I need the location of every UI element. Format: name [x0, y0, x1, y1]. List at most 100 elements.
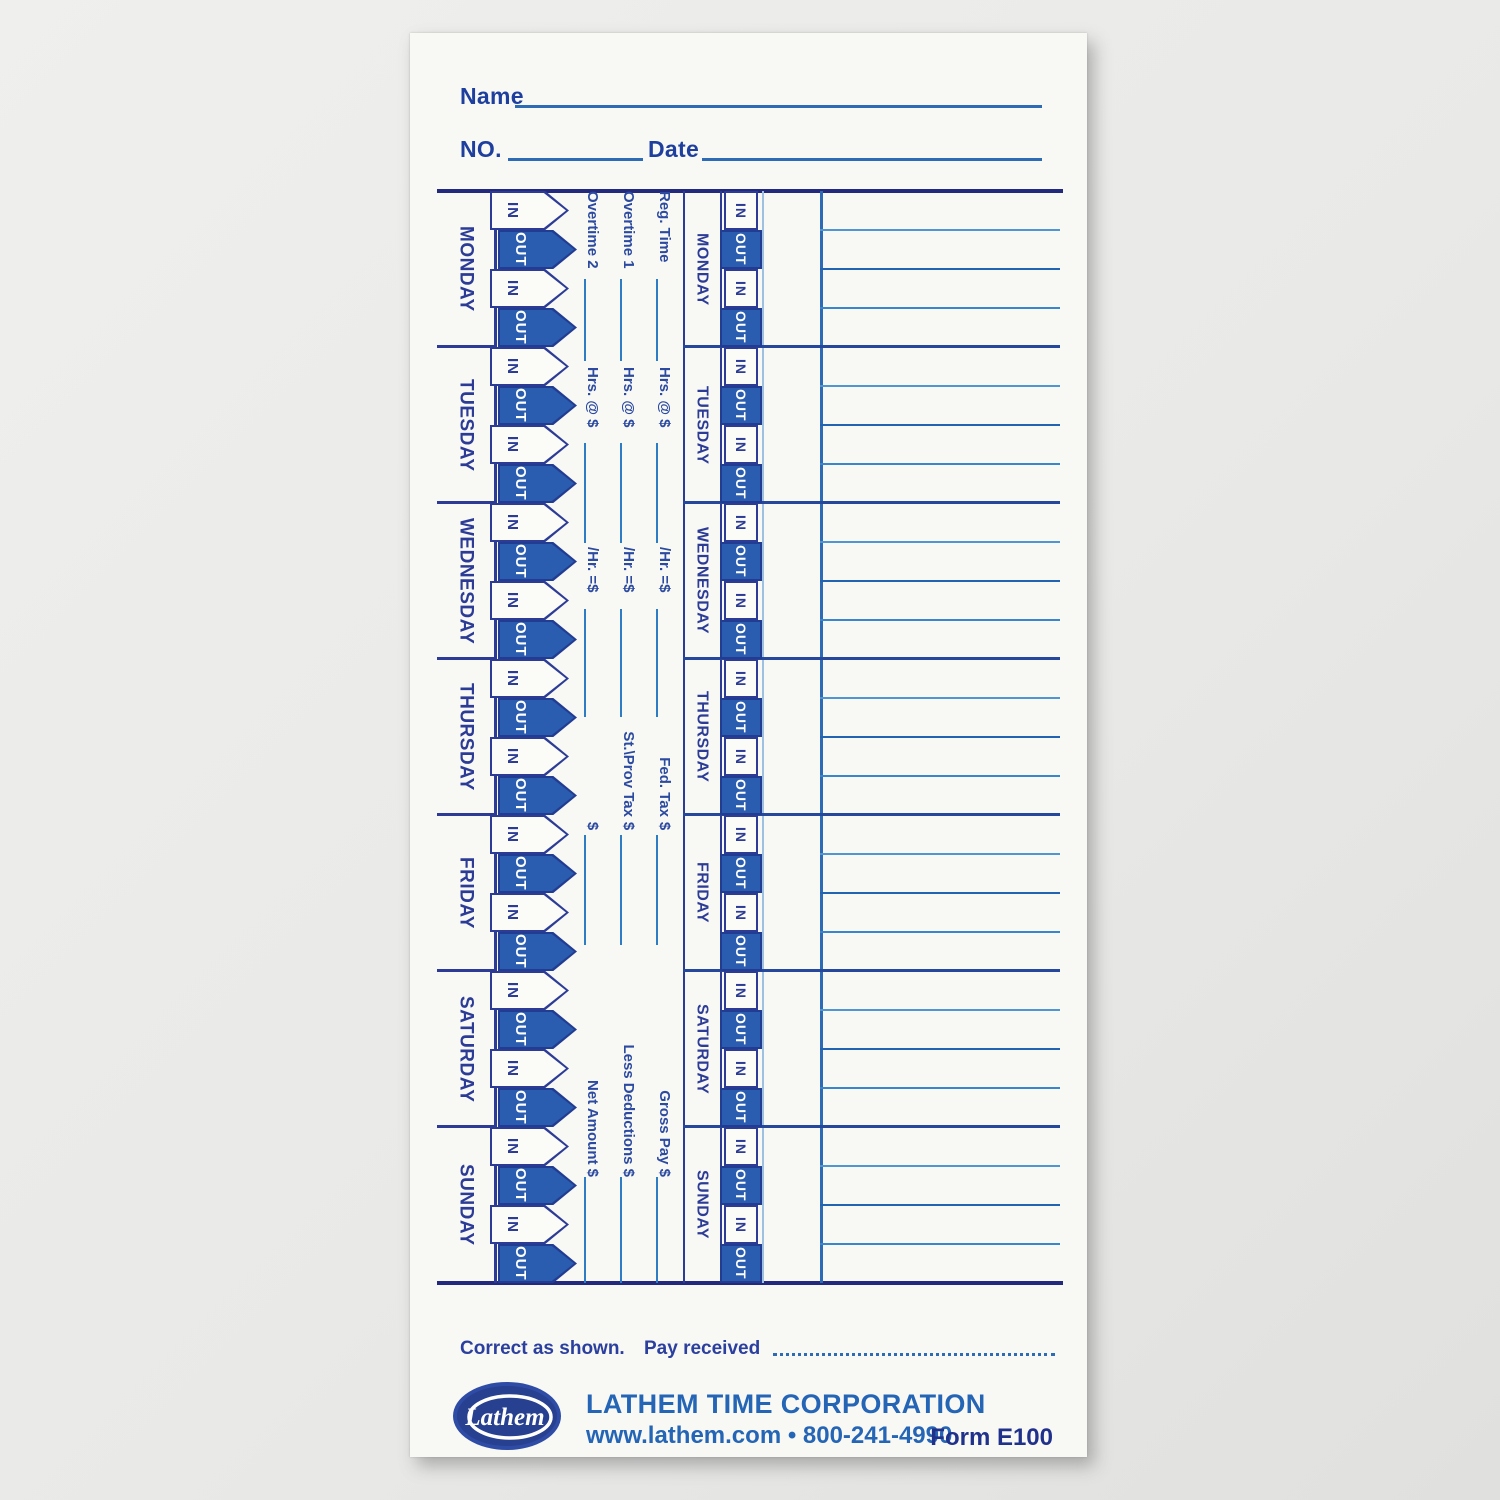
correct-as-shown-label: Correct as shown. [460, 1338, 625, 1359]
punch-cell-label: IN [504, 1138, 521, 1155]
table2-out-punch-cell: OUT [720, 464, 762, 503]
table1-in-punch-cell: IN [490, 581, 569, 620]
form-number: Form E100 [930, 1424, 1053, 1451]
writing-line [820, 424, 1060, 426]
table1-out-punch-cell: OUT [498, 698, 577, 737]
table-bottom-rule [437, 1281, 1063, 1285]
table1-day-separator [437, 969, 494, 972]
table1-out-punch-cell: OUT [498, 308, 577, 347]
table2-day-label-sunday: SUNDAY [683, 1127, 720, 1283]
table1-out-punch-cell: OUT [498, 230, 577, 269]
lathem-logo: Lathem [453, 1382, 561, 1450]
dollar-sign: $ [584, 821, 602, 831]
table1-in-punch-cell: IN [490, 269, 569, 308]
punch-cell-label: OUT [512, 778, 529, 813]
pay-received-dotted-line [773, 1339, 1055, 1356]
table1-out-punch-cell: OUT [498, 386, 577, 425]
table1-day-separator [437, 657, 494, 660]
punch-cell-label: IN [504, 280, 521, 297]
punch-cell-label: OUT [733, 311, 749, 344]
table2-day-label-friday: FRIDAY [683, 815, 720, 971]
punch-cell-label: OUT [512, 622, 529, 657]
day-label-text: FRIDAY [455, 857, 477, 929]
pay-calculation-panel: Reg. Time Hrs. @ $ /Hr. =$ Fed. Tax $ Gr… [575, 191, 683, 1283]
table1-day-label-tuesday: TUESDAY [437, 347, 494, 503]
table1-out-punch-cell: OUT [498, 1244, 577, 1283]
table2-day-label-saturday: SATURDAY [683, 971, 720, 1127]
day-label-text: MONDAY [693, 232, 711, 306]
punch-cell-label: IN [504, 1060, 521, 1077]
pay-label: Hrs. @ $ [584, 367, 602, 428]
footer-signoff: Correct as shown. Pay received [460, 1338, 760, 1360]
table1-day-separator [437, 501, 494, 504]
pay-label: Hrs. @ $ [656, 367, 674, 428]
writing-line [820, 736, 1060, 738]
pay-label: Overtime 2 [584, 191, 602, 269]
day-label-text: TUESDAY [693, 385, 711, 465]
table2-cells-right-line [762, 191, 764, 1283]
day-label-text: TUESDAY [455, 378, 477, 472]
punch-cell-label: IN [733, 436, 749, 453]
table2-in-punch-cell: IN [724, 971, 758, 1010]
day-label-text: THURSDAY [455, 683, 477, 791]
table2-in-punch-cell: IN [724, 425, 758, 464]
name-fill-line [515, 105, 1042, 108]
table1-in-punch-cell: IN [490, 503, 569, 542]
table1-day-label-sunday: SUNDAY [437, 1127, 494, 1283]
pay-label: Overtime 1 [620, 191, 638, 269]
pay-row-overtime1: Overtime 1 Hrs. @ $ /Hr. =$ St.\Prov Tax… [611, 191, 647, 1283]
day-label-text: FRIDAY [693, 862, 711, 924]
name-label: Name [460, 83, 524, 109]
table2-in-punch-cell: IN [724, 815, 758, 854]
punch-cell-label: IN [504, 514, 521, 531]
table1-in-punch-cell: IN [490, 815, 569, 854]
punch-cell-label: IN [733, 280, 749, 297]
punch-cell-label: OUT [512, 1012, 529, 1047]
punch-cell-label: OUT [512, 544, 529, 579]
writing-line [820, 1204, 1060, 1206]
punch-cell-label: OUT [512, 700, 529, 735]
punch-cell-label: IN [733, 1216, 749, 1233]
fill-in-line [620, 1177, 622, 1283]
table2-day-label-wednesday: WEDNESDAY [683, 503, 720, 659]
fill-in-line [620, 279, 622, 361]
table2-out-punch-cell: OUT [720, 1166, 762, 1205]
table1-out-punch-cell: OUT [498, 854, 577, 893]
table1-in-punch-cell: IN [490, 1049, 569, 1088]
punch-cell-label: IN [504, 826, 521, 843]
punch-cell-label: OUT [512, 232, 529, 267]
table2-out-punch-cell: OUT [720, 1088, 762, 1127]
punch-cell-label: OUT [733, 233, 749, 266]
table2-left-line [683, 191, 685, 1283]
dollar-sign: $ [656, 821, 674, 831]
writing-line [820, 1243, 1060, 1245]
table1-day-label-wednesday: WEDNESDAY [437, 503, 494, 659]
writing-line [820, 775, 1060, 777]
table1-in-punch-cell: IN [490, 659, 569, 698]
table2-in-punch-cell: IN [724, 737, 758, 776]
table2-out-punch-cell: OUT [720, 386, 762, 425]
number-label: NO. [460, 136, 502, 162]
writing-line [820, 580, 1060, 582]
table2-day-separator [683, 969, 1060, 972]
table2-out-punch-cell: OUT [720, 542, 762, 581]
fill-in-line [584, 609, 586, 717]
day-label-text: SUNDAY [693, 1170, 711, 1240]
table2-day-label-thursday: THURSDAY [683, 659, 720, 815]
logo-text: Lathem [464, 1404, 544, 1431]
table1-out-punch-cell: OUT [498, 1010, 577, 1049]
fill-in-line [584, 443, 586, 543]
fill-in-line [656, 835, 658, 945]
table2-out-punch-cell: OUT [720, 620, 762, 659]
table2-divider-line [720, 191, 722, 1283]
punch-cell-label: IN [733, 358, 749, 375]
table1-day-label-saturday: SATURDAY [437, 971, 494, 1127]
writing-line [820, 385, 1060, 387]
table2-in-punch-cell: IN [724, 659, 758, 698]
day-label-text: THURSDAY [693, 691, 711, 783]
punch-cell-label: IN [504, 670, 521, 687]
table2-out-punch-cell: OUT [720, 854, 762, 893]
day-label-text: MONDAY [455, 226, 477, 312]
punch-cell-label: OUT [512, 856, 529, 891]
